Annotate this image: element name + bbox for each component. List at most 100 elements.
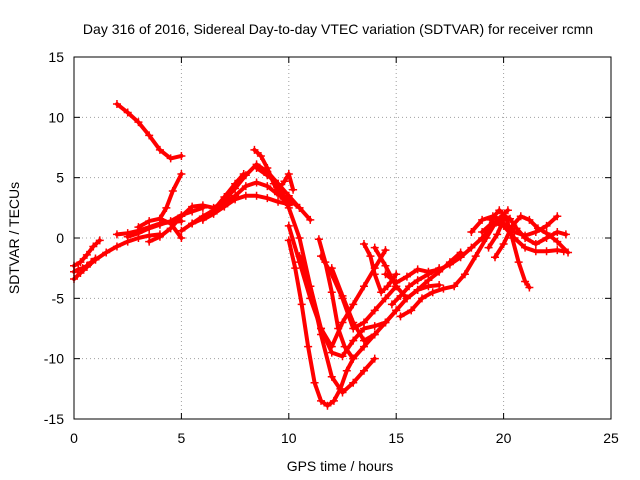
data-point xyxy=(482,234,491,242)
data-point xyxy=(284,203,293,212)
data-point xyxy=(342,366,351,375)
data-series xyxy=(70,100,573,410)
data-point xyxy=(561,230,570,239)
data-series-16 xyxy=(274,170,298,194)
data-point xyxy=(542,229,551,238)
data-point xyxy=(263,182,272,191)
data-series-27 xyxy=(387,264,444,309)
data-point xyxy=(274,185,283,194)
data-point xyxy=(209,209,218,218)
data-point xyxy=(435,281,444,290)
data-point xyxy=(381,270,390,279)
data-point xyxy=(241,182,250,191)
data-point xyxy=(542,221,551,230)
data-point xyxy=(82,250,91,259)
data-point xyxy=(198,215,207,224)
data-point xyxy=(359,318,368,327)
data-point xyxy=(327,348,336,357)
data-point xyxy=(310,378,319,387)
y-axis-label: SDTVAR / TECUs xyxy=(6,182,22,294)
data-point xyxy=(327,372,336,381)
data-point xyxy=(370,270,379,279)
data-point xyxy=(317,396,326,405)
data-series-3 xyxy=(70,230,164,284)
data-point xyxy=(359,366,368,375)
data-point xyxy=(553,212,562,221)
data-point xyxy=(177,234,186,242)
data-point xyxy=(295,234,304,242)
data-point xyxy=(493,230,502,239)
data-point xyxy=(76,258,85,267)
data-point xyxy=(503,206,512,215)
series-line xyxy=(222,162,302,210)
data-point xyxy=(413,285,422,294)
data-point xyxy=(263,194,272,203)
data-point xyxy=(166,154,175,163)
data-point xyxy=(295,203,304,212)
data-point xyxy=(177,170,186,179)
data-point xyxy=(289,185,298,194)
y-tick-label: 5 xyxy=(56,170,64,186)
data-point xyxy=(250,145,259,154)
data-point xyxy=(338,388,347,397)
data-point xyxy=(82,262,91,271)
data-point xyxy=(531,247,540,256)
data-point xyxy=(162,203,171,212)
data-point xyxy=(284,236,293,245)
data-series-32 xyxy=(486,206,534,292)
data-point xyxy=(499,240,508,249)
y-tick-label: -5 xyxy=(52,290,65,306)
data-point xyxy=(525,215,534,224)
axis-ticks: 0 5 10 15 20 25 15 10 5 0 -5 -10 -15 xyxy=(44,49,619,446)
data-point xyxy=(155,145,164,154)
series-line xyxy=(362,242,399,295)
data-point xyxy=(76,268,85,277)
data-point xyxy=(220,196,229,205)
data-point xyxy=(145,224,154,233)
data-point xyxy=(134,223,143,232)
data-point xyxy=(370,354,379,363)
data-point xyxy=(471,252,480,261)
data-point xyxy=(381,294,390,303)
data-point xyxy=(381,246,390,255)
data-point xyxy=(166,224,175,233)
data-point xyxy=(456,253,465,262)
x-tick-label: 20 xyxy=(496,430,512,446)
data-point xyxy=(329,396,338,405)
data-point xyxy=(256,151,265,160)
data-point xyxy=(553,246,562,255)
data-point xyxy=(450,282,459,291)
x-tick-label: 0 xyxy=(70,430,78,446)
data-point xyxy=(478,227,487,236)
data-point xyxy=(306,215,315,224)
data-point xyxy=(177,226,186,235)
data-point xyxy=(188,202,197,211)
data-point xyxy=(359,336,368,345)
data-point xyxy=(405,282,414,291)
data-point xyxy=(392,278,401,287)
data-point xyxy=(439,284,448,293)
data-point xyxy=(306,282,315,291)
data-point xyxy=(413,265,422,274)
data-point xyxy=(525,283,534,292)
data-point xyxy=(516,212,525,221)
data-point xyxy=(241,171,250,180)
data-point xyxy=(263,164,272,173)
data-point xyxy=(338,291,347,300)
data-point xyxy=(123,232,132,241)
series-line xyxy=(72,232,162,281)
data-series-8 xyxy=(155,170,186,223)
data-point xyxy=(284,221,293,230)
data-point xyxy=(338,318,347,327)
data-point xyxy=(512,224,521,233)
series-line xyxy=(297,254,377,395)
data-point xyxy=(542,247,551,256)
data-point xyxy=(387,300,396,309)
data-point xyxy=(112,230,121,239)
data-point xyxy=(392,306,401,315)
data-point xyxy=(495,206,504,215)
x-axis-label: GPS time / hours xyxy=(287,458,394,474)
data-point xyxy=(252,164,261,173)
data-series-23 xyxy=(359,240,401,297)
data-point xyxy=(168,186,177,195)
